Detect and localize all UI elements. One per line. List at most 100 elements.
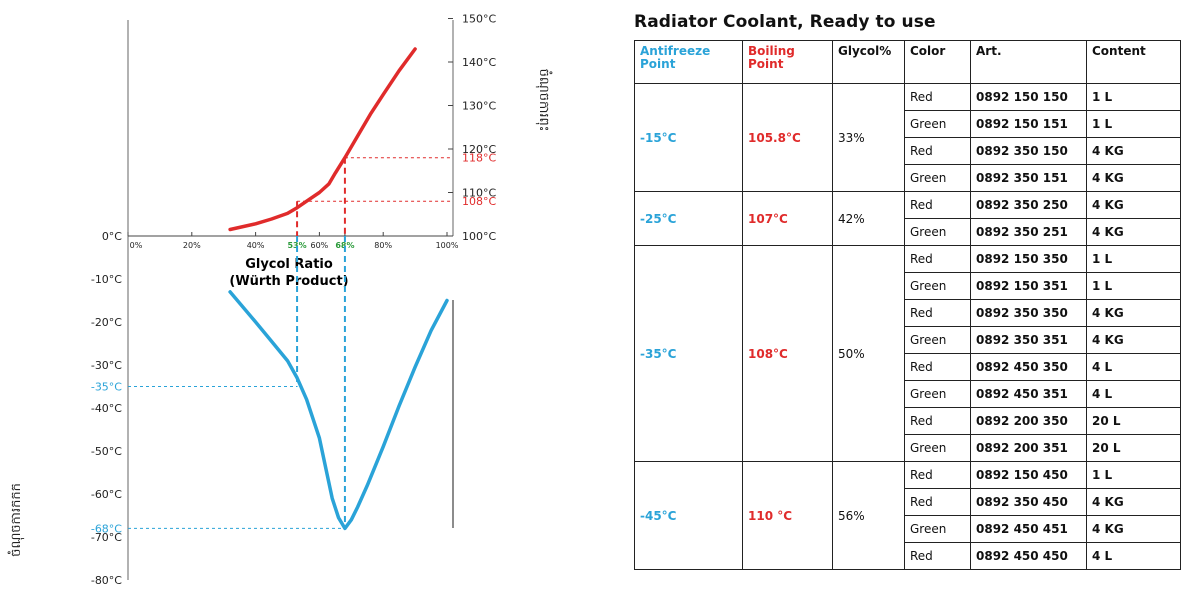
color-cell: Red [904,407,971,435]
header-boiling: Boiling Point [742,40,833,84]
table-title: Radiator Coolant, Ready to use [634,12,936,32]
boiling-point-cell: 107°C [742,191,833,246]
color-cell: Green [904,110,971,138]
content-cell: 1 L [1086,272,1181,300]
content-cell: 4 KG [1086,218,1181,246]
x-axis-label-line2: (Würth Product) [229,274,348,289]
art-cell: 0892 350 350 [970,299,1087,327]
coolant-table: Antifreeze Point Boiling Point Glycol% C… [634,40,1181,570]
art-cell: 0892 450 351 [970,380,1087,408]
color-cell: Red [904,461,971,489]
content-cell: 1 L [1086,245,1181,273]
left-tick-label: -20°C [91,316,122,329]
x-tick-label: 68% [335,241,354,250]
color-cell: Green [904,218,971,246]
freezing-marker-label: -68°C [91,522,122,535]
table-row: Red 0892 350 150 4 KG [635,137,1181,165]
table-row: -45°C 110 °C 56% Red 0892 150 450 1 L [634,461,1181,570]
x-tick-label: 100% [436,241,459,250]
boiling-marker-label: 118°C [462,152,496,165]
table-body: -15°C 105.8°C 33% Red 0892 150 150 1 L Green 08… [634,83,1181,570]
right-tick-label: 140°C [462,56,496,69]
art-cell: 0892 200 351 [970,434,1087,462]
header-color: Color [904,40,971,84]
right-tick-label: 150°C [462,13,496,26]
coolant-table-section: Radiator Coolant, Ready to use Antifreez… [634,12,1181,570]
x-tick-label: 60% [311,241,329,250]
content-cell: 4 KG [1086,164,1181,192]
art-cell: 0892 350 150 [970,137,1087,165]
left-tick-label: -70°C [91,531,122,544]
color-cell: Green [904,515,971,543]
table-row: Red 0892 200 350 20 L [635,407,1181,435]
boiling-marker-label: 108°C [462,195,496,208]
boiling-point-cell: 110 °C [742,461,833,570]
glycol-cell: 42% [832,191,905,246]
art-cell: 0892 350 450 [970,488,1087,516]
right-axis-title: ចំណុចការពុះ [535,69,553,132]
glycol-cell: 50% [832,245,905,462]
boiling-curve [228,47,417,232]
left-axis-title: ចំណុចការកកក [7,483,25,557]
art-cell: 0892 450 350 [970,353,1087,381]
color-cell: Green [904,326,971,354]
table-row: Red 0892 350 450 4 KG [635,488,1181,516]
table-row: Green 0892 350 251 4 KG [635,218,1181,246]
table-row: Red 0892 450 450 4 L [635,542,1181,570]
header-glycol: Glycol% [832,40,905,84]
color-cell: Red [904,299,971,327]
freezing-curve [228,290,449,531]
table-row: -35°C 108°C 50% Red 0892 150 350 1 L [634,245,1181,462]
content-cell: 4 KG [1086,191,1181,219]
art-cell: 0892 450 450 [970,542,1087,570]
header-art: Art. [970,40,1087,84]
color-cell: Green [904,434,971,462]
right-tick-label: 130°C [462,100,496,113]
color-cell: Green [904,272,971,300]
content-cell: 4 L [1086,542,1181,570]
content-cell: 4 KG [1086,488,1181,516]
color-cell: Red [904,137,971,165]
left-tick-label: -80°C [91,574,122,587]
right-tick-label: 120°C [462,143,496,156]
art-cell: 0892 150 351 [970,272,1087,300]
x-tick-label: 0% [130,241,143,250]
content-cell: 1 L [1086,83,1181,111]
art-cell: 0892 150 150 [970,83,1087,111]
header-antifreeze: Antifreeze Point [634,40,743,84]
left-tick-label: -40°C [91,402,122,415]
color-cell: Green [904,380,971,408]
table-row: Green 0892 150 151 1 L [635,110,1181,138]
color-cell: Red [904,353,971,381]
header-content: Content [1086,40,1181,84]
freezing-marker-label: -35°C [91,381,122,394]
table-header-row: Antifreeze Point Boiling Point Glycol% C… [634,40,1181,84]
antifreeze-point-cell: -15°C [634,83,743,192]
art-cell: 0892 350 250 [970,191,1087,219]
right-tick-label: 100°C [462,230,496,243]
art-cell: 0892 350 151 [970,164,1087,192]
table-row: -25°C 107°C 42% Red 0892 350 250 4 KG [634,191,1181,246]
x-axis-label-line1: Glycol Ratio [245,257,333,272]
x-tick-label: 20% [183,241,201,250]
content-cell: 4 KG [1086,515,1181,543]
left-tick-label: -50°C [91,445,122,458]
content-cell: 4 KG [1086,299,1181,327]
table-row: Red 0892 450 350 4 L [635,353,1181,381]
color-cell: Red [904,542,971,570]
x-tick-label: 40% [247,241,265,250]
glycol-cell: 56% [832,461,905,570]
content-cell: 20 L [1086,434,1181,462]
x-tick-label: 80% [374,241,392,250]
table-row: Green 0892 350 151 4 KG [635,164,1181,192]
art-cell: 0892 350 351 [970,326,1087,354]
content-cell: 1 L [1086,110,1181,138]
left-tick-label: -30°C [91,359,122,372]
table-row: Green 0892 450 351 4 L [635,380,1181,408]
color-cell: Green [904,164,971,192]
content-cell: 1 L [1086,461,1181,489]
color-cell: Red [904,488,971,516]
art-cell: 0892 200 350 [970,407,1087,435]
art-cell: 0892 150 450 [970,461,1087,489]
table-row: Green 0892 150 351 1 L [635,272,1181,300]
